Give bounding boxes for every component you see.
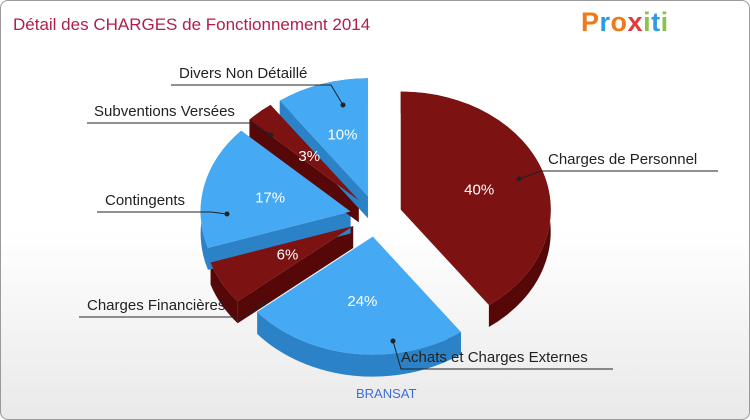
pie-slice-subventions-vers-es[interactable] — [249, 104, 359, 201]
leader-line — [518, 170, 718, 180]
leader-line — [87, 122, 272, 136]
slice-value-label: 10% — [327, 126, 357, 143]
pie-slice-charges-de-personnel[interactable] — [400, 91, 551, 306]
slice-category-label: Achats et Charges Externes — [401, 349, 588, 366]
leader-line — [392, 340, 613, 370]
slice-value-label: 6% — [277, 246, 299, 263]
leader-line — [79, 303, 264, 318]
slice-category-label: Contingents — [105, 192, 185, 209]
pie-slice-achats-et-charges-externes[interactable] — [257, 236, 461, 355]
pie-slice-charges-financi-res[interactable] — [210, 226, 354, 302]
slice-category-label: Divers Non Détaillé — [179, 65, 307, 82]
proxiti-logo[interactable]: Proxiti — [581, 7, 669, 37]
slice-value-label: 24% — [347, 293, 377, 310]
slice-category-label: Charges de Personnel — [548, 151, 697, 168]
leader-arrowhead — [268, 132, 274, 138]
slice-category-label: Charges Financières — [87, 297, 225, 314]
leader-arrowhead — [390, 338, 396, 344]
leader-arrowhead — [340, 102, 346, 108]
chart-title: Détail des CHARGES de Fonctionnement 201… — [13, 15, 371, 34]
pie-slice-wall — [249, 119, 359, 223]
slice-category-label: Subventions Versées — [94, 103, 235, 120]
leader-line — [171, 84, 344, 106]
leader-line — [97, 211, 228, 215]
pie-slice-side — [210, 262, 238, 324]
commune-label: BRANSAT — [356, 386, 417, 401]
leader-arrowhead — [516, 176, 522, 182]
slice-value-label: 40% — [464, 182, 494, 199]
leader-arrowhead — [224, 211, 230, 217]
pie-slice-wall — [237, 226, 354, 324]
leader-arrowhead — [260, 301, 266, 307]
pie-slice-divers-non-d-taill-[interactable] — [279, 78, 368, 197]
pie-slice-side — [257, 311, 461, 377]
slice-value-label: 3% — [298, 148, 320, 165]
slice-value-label: 17% — [255, 189, 285, 206]
pie-slice-contingents[interactable] — [200, 130, 351, 248]
